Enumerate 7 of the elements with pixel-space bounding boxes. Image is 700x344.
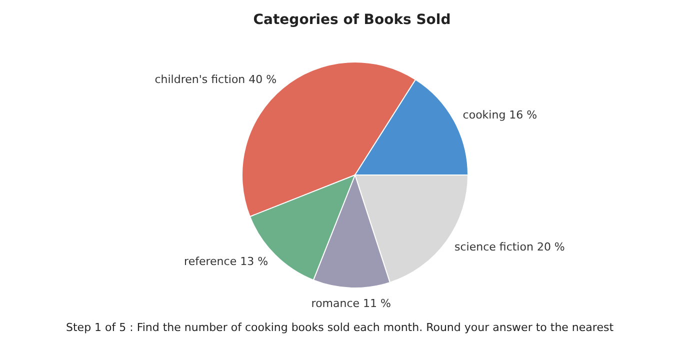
text: Step 1 of 5 : Find the number of cooking books sold each month. Round your answer to the nearest <box>66 321 614 334</box>
slice-label: romance 11 % <box>311 296 391 310</box>
slice-label: reference 13 % <box>184 254 268 268</box>
slice-label: cooking 16 % <box>462 108 538 122</box>
chart-title: Categories of Books Sold <box>253 12 451 28</box>
slice-label: children's fiction 40 % <box>154 73 277 86</box>
slice-label: science fiction 20 % <box>454 240 565 254</box>
